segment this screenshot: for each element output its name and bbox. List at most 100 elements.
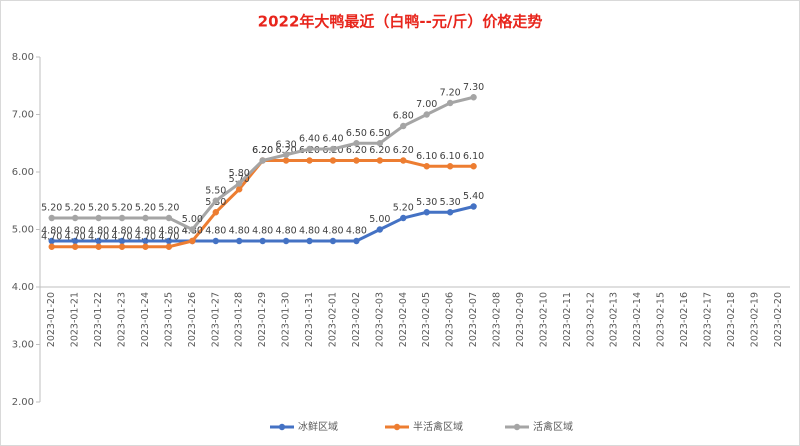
data-label: 5.40: [463, 191, 484, 202]
legend-marker: [393, 423, 401, 431]
x-tick-label: 2023-02-10: [538, 292, 549, 347]
x-tick-label: 2023-02-01: [327, 292, 338, 347]
point: [71, 214, 79, 222]
x-tick-label: 2023-01-20: [46, 292, 57, 347]
point: [71, 237, 79, 245]
point: [142, 243, 149, 250]
data-label: 6.20: [252, 145, 273, 156]
point: [165, 243, 173, 250]
data-label: 4.80: [205, 226, 226, 237]
x-tick-label: 2023-01-26: [187, 292, 198, 347]
y-tick-label: 5.00: [12, 225, 34, 236]
x-tick-label: 2023-01-29: [257, 292, 268, 347]
point: [236, 180, 243, 187]
point: [48, 214, 55, 222]
x-tick-label: 2023-02-15: [656, 292, 667, 347]
point: [165, 237, 173, 245]
x-tick-label: 2023-01-27: [210, 292, 221, 347]
y-tick-label: 6.00: [12, 167, 34, 178]
y-tick-label: 3.00: [12, 340, 34, 351]
point: [353, 237, 360, 245]
data-label: 6.80: [393, 111, 414, 122]
data-label: 6.10: [440, 151, 461, 162]
point: [282, 151, 290, 158]
point: [48, 243, 55, 250]
data-label: 4.80: [41, 226, 62, 237]
point: [423, 163, 430, 170]
x-tick-label: 2023-02-13: [609, 292, 620, 347]
data-label: 4.70: [88, 231, 109, 242]
data-label: 7.00: [416, 99, 437, 110]
y-tick-label: 7.00: [12, 110, 34, 121]
x-tick-label: 2023-02-02: [351, 292, 362, 347]
data-label: 6.10: [463, 151, 484, 162]
data-label: 5.70: [229, 174, 250, 185]
x-tick-label: 2023-02-20: [773, 292, 784, 347]
x-tick-label: 2023-02-12: [585, 292, 596, 347]
point: [470, 203, 477, 210]
data-label: 5.20: [88, 203, 109, 214]
data-label: 4.80: [346, 226, 367, 237]
data-label: 6.20: [252, 145, 273, 156]
data-label: 5.20: [111, 203, 132, 214]
x-tick-label: 2023-02-16: [679, 292, 690, 347]
x-tick-label: 2023-02-05: [421, 292, 432, 347]
x-tick-label: 2023-01-24: [140, 292, 151, 347]
legend-marker: [278, 423, 286, 431]
data-label: 4.80: [158, 226, 179, 237]
data-label: 6.20: [369, 145, 390, 156]
data-label: 6.40: [299, 134, 320, 145]
point: [423, 111, 430, 118]
data-label: 6.20: [276, 145, 297, 156]
data-label: 5.80: [229, 168, 250, 179]
point: [306, 237, 313, 245]
data-label: 4.70: [65, 231, 86, 242]
data-label: 6.50: [346, 128, 367, 139]
data-label: 4.80: [65, 226, 86, 237]
legend-label: 半活禽区域: [413, 420, 463, 433]
data-label: 4.80: [88, 226, 109, 237]
y-tick-label: 2.00: [12, 397, 34, 408]
data-label: 5.20: [65, 203, 86, 214]
point: [212, 209, 219, 216]
point: [48, 237, 55, 245]
point: [329, 237, 337, 245]
point: [236, 186, 243, 193]
chart-title: 2022年大鸭最近（白鸭--元/斤）价格走势: [258, 13, 543, 31]
point: [470, 163, 477, 170]
point: [95, 243, 102, 250]
point: [95, 214, 102, 222]
x-tick-label: 2023-01-30: [281, 292, 292, 347]
x-tick-label: 2023-02-17: [702, 292, 713, 347]
data-label: 5.20: [41, 203, 62, 214]
point: [236, 237, 243, 245]
point: [376, 226, 384, 233]
data-label: 7.20: [440, 88, 461, 99]
data-label: 4.70: [158, 231, 179, 242]
data-label: 5.30: [416, 197, 437, 208]
point: [470, 94, 477, 101]
point: [329, 157, 337, 164]
x-tick-label: 2023-02-11: [562, 292, 573, 347]
point: [259, 157, 266, 164]
point: [400, 214, 407, 222]
y-tick-label: 8.00: [12, 52, 34, 63]
point: [353, 157, 360, 164]
x-tick-label: 2023-02-03: [374, 292, 385, 347]
point: [212, 237, 219, 245]
data-label: 4.80: [135, 226, 156, 237]
point: [306, 145, 313, 153]
data-label: 6.40: [322, 134, 343, 145]
data-label: 4.80: [276, 226, 297, 237]
data-label: 6.10: [416, 151, 437, 162]
y-tick-label: 4.00: [12, 282, 34, 293]
data-label: 5.20: [135, 203, 156, 214]
data-label: 4.70: [111, 231, 132, 242]
x-tick-label: 2023-01-23: [117, 292, 128, 347]
point: [376, 140, 384, 147]
point: [282, 157, 290, 164]
x-tick-label: 2023-01-31: [304, 292, 315, 347]
data-label: 6.20: [346, 145, 367, 156]
